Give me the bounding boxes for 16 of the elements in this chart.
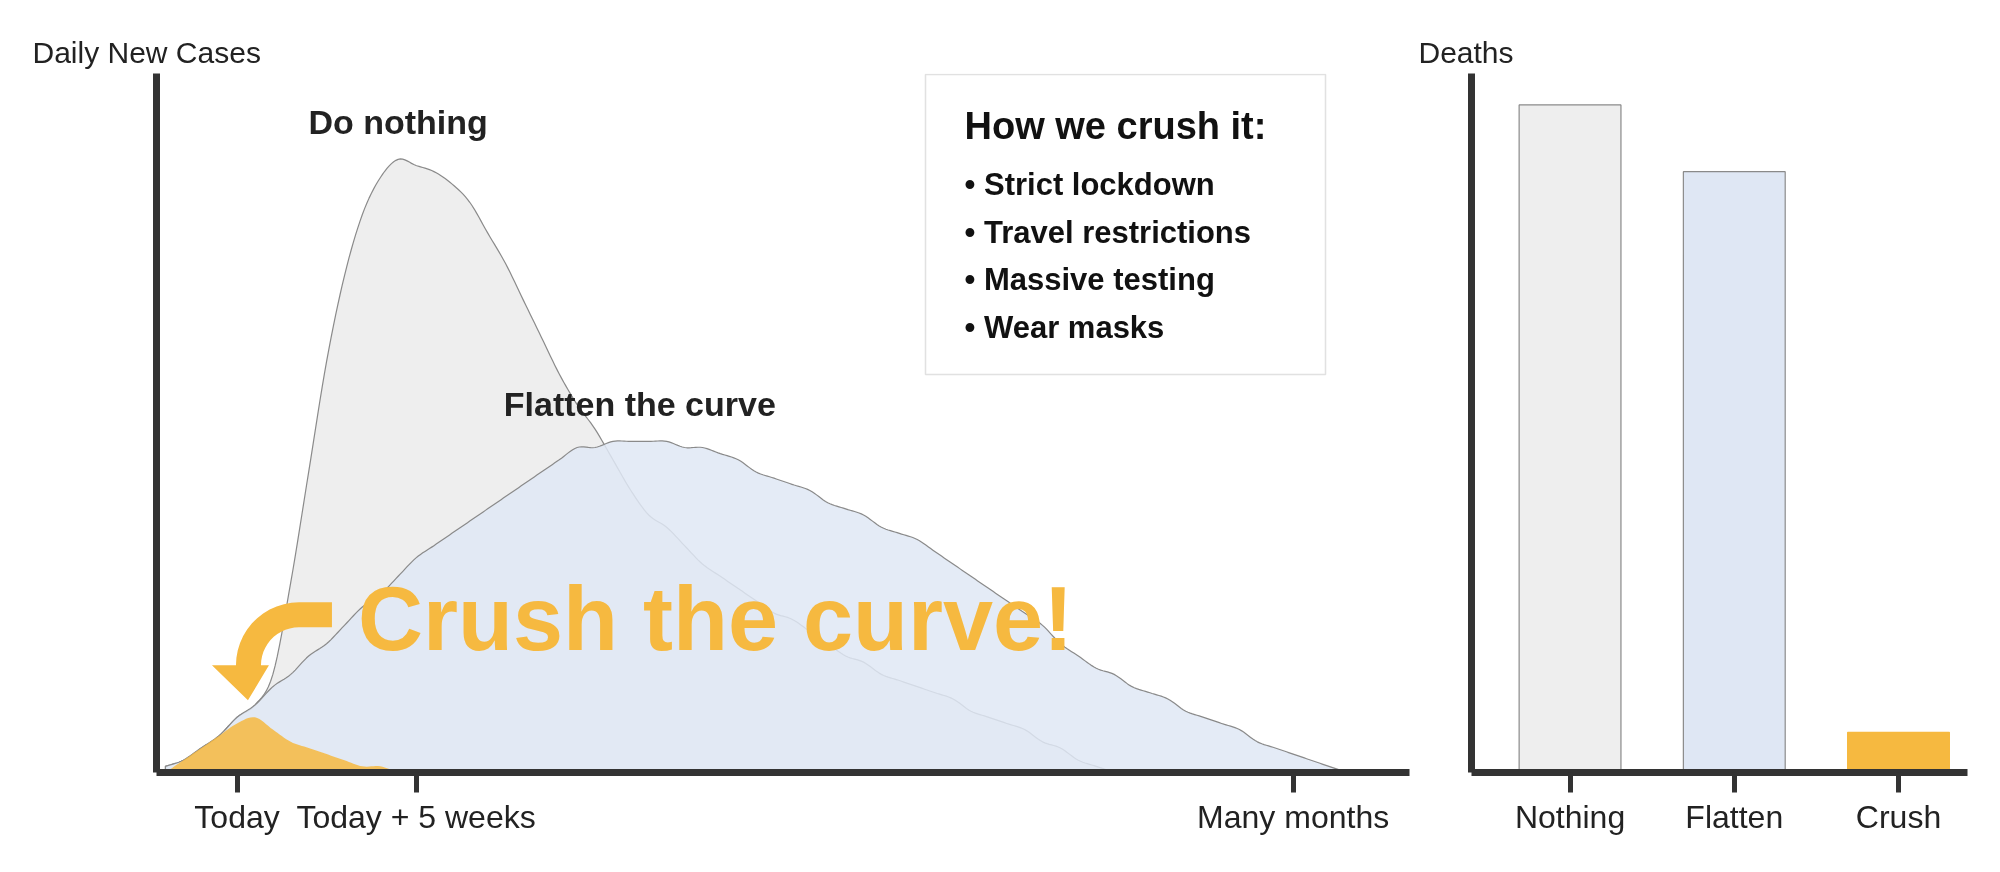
x-tick-label: Today + 5 weeks (296, 798, 536, 835)
legend-label: Crush the curve! (357, 569, 1074, 670)
annotation: • Massive testing (964, 262, 1215, 298)
y-axis-title: Deaths (1418, 35, 1514, 69)
annotation: • Wear masks (964, 310, 1165, 346)
x-tick-label: Many months (1197, 798, 1390, 835)
series-label: Flatten the curve (503, 385, 776, 424)
x-tick-label: Nothing (1514, 798, 1626, 835)
text: How we crush it: (964, 104, 1267, 147)
annotation: • Strict lockdown (964, 167, 1215, 202)
x-tick-label: Today (194, 798, 280, 835)
x-tick-label: Crush (1855, 798, 1942, 835)
series-label: Do nothing (308, 103, 488, 142)
x-tick-label: Flatten (1685, 798, 1784, 835)
annotation: • Travel restrictions (964, 214, 1252, 250)
y-axis-title: Daily New Cases (32, 35, 261, 69)
